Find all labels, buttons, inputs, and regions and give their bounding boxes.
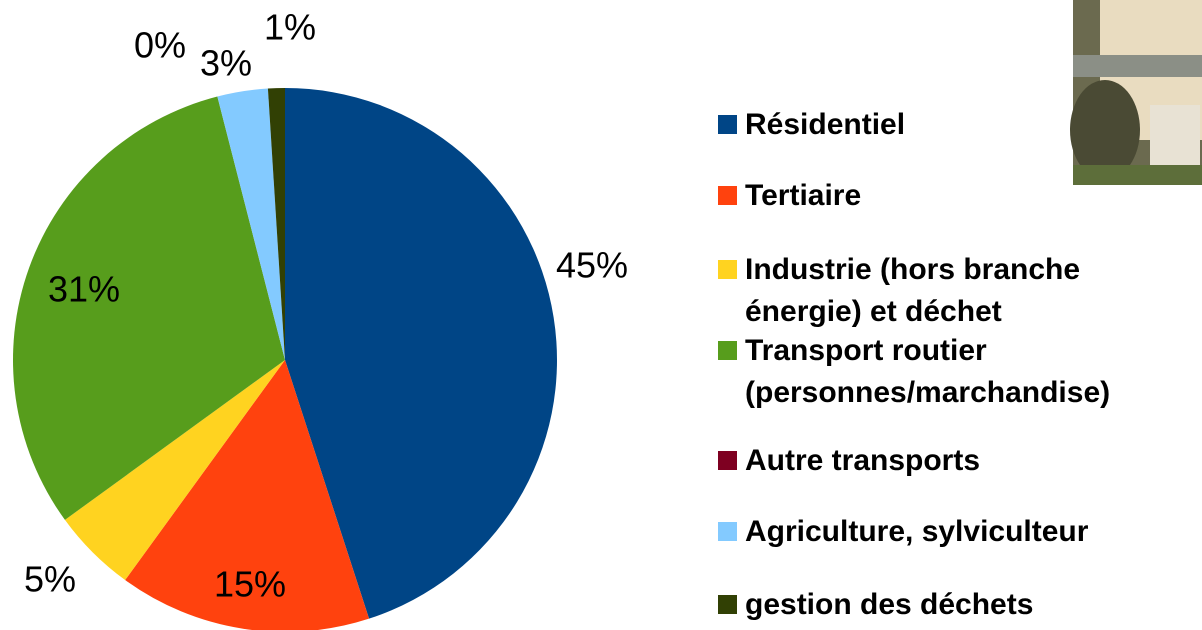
legend-swatch [718,522,737,541]
legend-label: Autre transports [745,444,981,477]
data-label: 15% [214,564,286,605]
legend-item: Autre transports [718,440,1198,482]
pie-slice [267,88,285,360]
legend-swatch [718,595,737,614]
data-label: 5% [24,559,76,600]
pie-slice [125,360,370,630]
data-label: 0% [134,25,186,66]
legend-swatch [718,115,737,134]
legend-label: Industrie (hors branche énergie) et déch… [745,253,1081,328]
legend-label: gestion des déchets [745,588,1034,621]
pie-slice [64,360,285,581]
data-label: 1% [264,7,316,48]
legend-swatch [718,341,737,360]
legend-item: gestion des déchets [718,584,1198,626]
legend-item: Agriculture, sylviculteur [718,511,1198,553]
legend-swatch [718,260,737,279]
legend-label: Agriculture, sylviculteur [745,515,1089,548]
legend-item: Transport routier (personnes/marchandise… [718,330,1198,414]
legend-swatch [718,186,737,205]
legend-item: Tertiaire [718,175,1198,217]
legend-label: Tertiaire [745,179,862,212]
data-label: 31% [48,269,120,310]
pie-slice [12,96,285,520]
legend-item: Résidentiel [718,104,1198,146]
legend-label: Résidentiel [745,108,906,141]
data-label: 3% [200,43,252,84]
data-label: 45% [556,245,628,286]
legend-swatch [718,451,737,470]
photo [1070,0,1202,185]
legend-label: Transport routier (personnes/marchandise… [745,334,1111,409]
pie-slice [217,88,285,360]
legend-item: Industrie (hors branche énergie) et déch… [718,249,1198,333]
pie-slice [285,88,557,619]
